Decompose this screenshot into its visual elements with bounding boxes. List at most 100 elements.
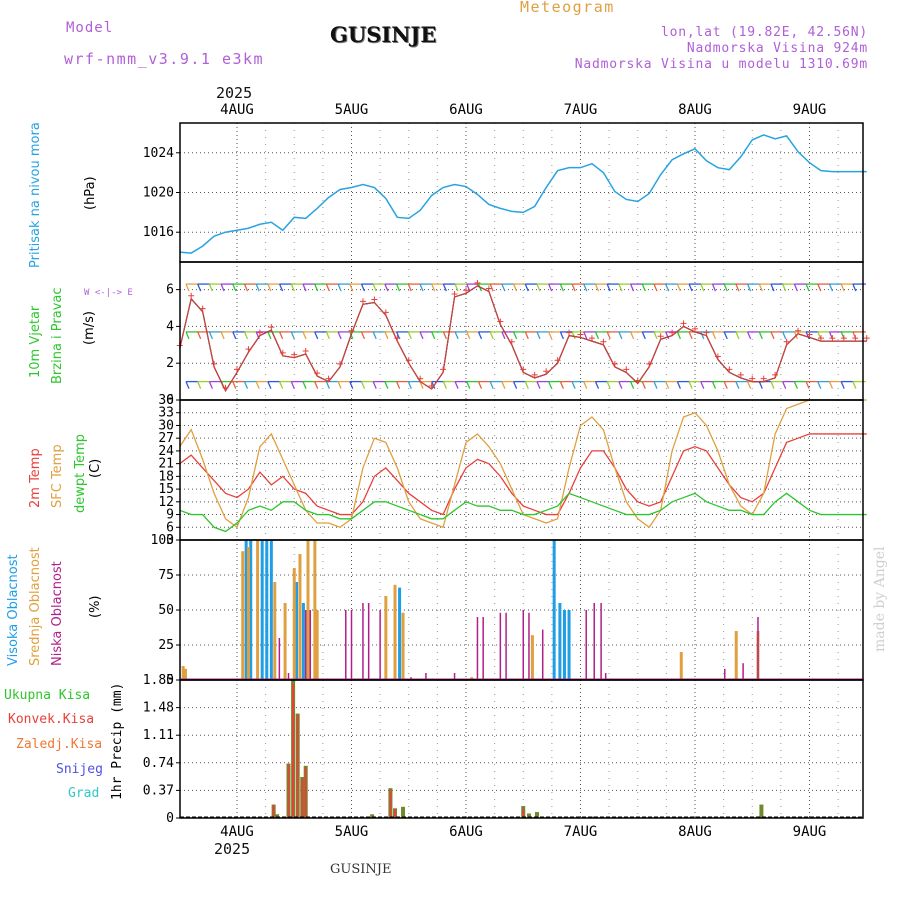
- wind-barb-flag: [267, 331, 272, 340]
- wind-barb-flag: [571, 283, 576, 292]
- cloud_low-bar: [505, 612, 507, 680]
- wind-barb-flag: [793, 283, 798, 292]
- wind-barb-flag: [442, 381, 447, 389]
- wind-barb-flag: [559, 381, 564, 389]
- day-label-bottom: 7AUG: [564, 824, 598, 840]
- y-tick-label: 0: [166, 673, 174, 688]
- wind-barb-flag: [700, 331, 705, 340]
- wind-point-marker: [314, 370, 321, 377]
- cloud_high-bar: [562, 610, 566, 680]
- wind-point-marker: [588, 335, 595, 342]
- wind-barb-flag: [337, 283, 342, 292]
- wind-barb-flag: [688, 331, 693, 340]
- wind-barb-flag: [747, 381, 752, 389]
- rain_total-bar: [370, 814, 375, 818]
- rain_total-bar: [759, 804, 764, 818]
- wind-barb-flag: [770, 381, 775, 389]
- day-label-top: 4AUG: [220, 102, 254, 118]
- wind-barb-flag: [559, 331, 564, 340]
- model-label: Model: [66, 20, 114, 36]
- cloud_high-bar: [552, 540, 556, 680]
- wind-barb-flag: [665, 381, 670, 389]
- wind-barb-flag: [360, 381, 366, 389]
- wind-point-marker: [417, 375, 424, 382]
- cloud_mid-bar: [181, 666, 185, 680]
- wind-barb-flag: [325, 283, 330, 292]
- cloud_low-bar: [476, 617, 479, 680]
- wind-barb-flag: [267, 381, 272, 389]
- wind-barb-flag: [290, 283, 295, 292]
- cloud_low-bar: [724, 668, 726, 680]
- wind-barb-flag: [466, 283, 471, 292]
- wind-point-marker: [394, 335, 401, 342]
- precip-legend-conv: Konvek.Kisa: [8, 712, 95, 727]
- wind-barb-flag: [618, 331, 623, 340]
- wind-point-marker: [382, 309, 389, 316]
- wind-barb-flag: [630, 381, 635, 389]
- wind-barb-flag: [676, 331, 681, 340]
- cloud_low-bar: [453, 673, 456, 680]
- wind-barb-flag: [723, 331, 728, 340]
- wind-barb-flag: [770, 331, 775, 340]
- wind-barb-flag: [185, 381, 190, 389]
- cloud_low-bar: [585, 610, 587, 680]
- wind-point-marker: [543, 368, 550, 375]
- wind-barb-flag: [466, 331, 471, 340]
- cloud_low-bar: [304, 610, 307, 680]
- wind-barb-flag: [665, 331, 670, 340]
- cloud_mid-bar: [393, 584, 397, 680]
- wind-barb-flag: [407, 381, 412, 389]
- cloud_mid-bar: [292, 568, 296, 680]
- wind-barb-flag: [407, 331, 412, 340]
- cloud_mid-bar: [306, 540, 310, 680]
- panel-frame: [179, 399, 864, 541]
- wind-barb-flag: [747, 331, 752, 340]
- day-label-bottom: 4AUG: [220, 824, 254, 840]
- y-tick-label: 27: [158, 431, 174, 446]
- wind-barb-flag: [606, 331, 611, 340]
- cloud_low-bar: [309, 610, 312, 680]
- wind-barb-flag: [454, 331, 459, 340]
- cloud_mid-bar: [313, 540, 317, 680]
- wind-barb-flag: [676, 381, 681, 389]
- wind-barb-flag: [243, 331, 249, 340]
- wind-barb-flag: [489, 331, 494, 340]
- wind-barb-flag: [431, 331, 436, 340]
- cloud_low-bar: [742, 663, 744, 680]
- wind-point-marker: [749, 375, 756, 382]
- elevation-label: Nadmorska Visina 924m: [686, 41, 868, 56]
- precip-legend-hail: Grad: [68, 786, 100, 801]
- wind-barb-flag: [606, 283, 611, 292]
- wind-point-marker: [726, 366, 733, 373]
- day-label-top: 8AUG: [678, 102, 712, 118]
- cloud_high-bar: [295, 582, 299, 680]
- dewpt-line: [179, 492, 867, 533]
- wind-barb-flag: [630, 283, 635, 292]
- wind-barb-flag: [243, 381, 249, 389]
- cloud_low-bar: [499, 612, 502, 680]
- wind-barb-flag: [524, 283, 529, 292]
- wind-barb-flag: [442, 283, 447, 292]
- wind-barb-flag: [817, 381, 822, 389]
- wind-barb-flag: [641, 331, 646, 340]
- pressure-line: [179, 134, 867, 254]
- wind-barb-flag: [711, 331, 717, 340]
- wind-point-marker: [692, 325, 698, 332]
- wind-barb-flag: [817, 283, 822, 292]
- day-label-top: 6AUG: [449, 102, 483, 118]
- wind-barb-flag: [641, 283, 646, 292]
- wind-point-marker: [428, 382, 435, 389]
- wind-barb-flag: [243, 283, 249, 292]
- wind-point-marker: [497, 318, 504, 325]
- wind-barb-flag: [197, 381, 202, 389]
- rain_total-bar: [534, 812, 539, 818]
- wind-barb-flag: [360, 283, 366, 292]
- wind-barb-flag: [501, 331, 506, 340]
- wind-barb-flag: [197, 283, 202, 292]
- y-tick-label: 100: [151, 533, 174, 548]
- wind-barb-flag: [653, 283, 658, 292]
- wind-point-marker: [760, 375, 767, 382]
- wind-barb-flag: [431, 283, 436, 292]
- wind-barb-flag: [782, 283, 787, 292]
- wind-barb-flag: [688, 381, 693, 389]
